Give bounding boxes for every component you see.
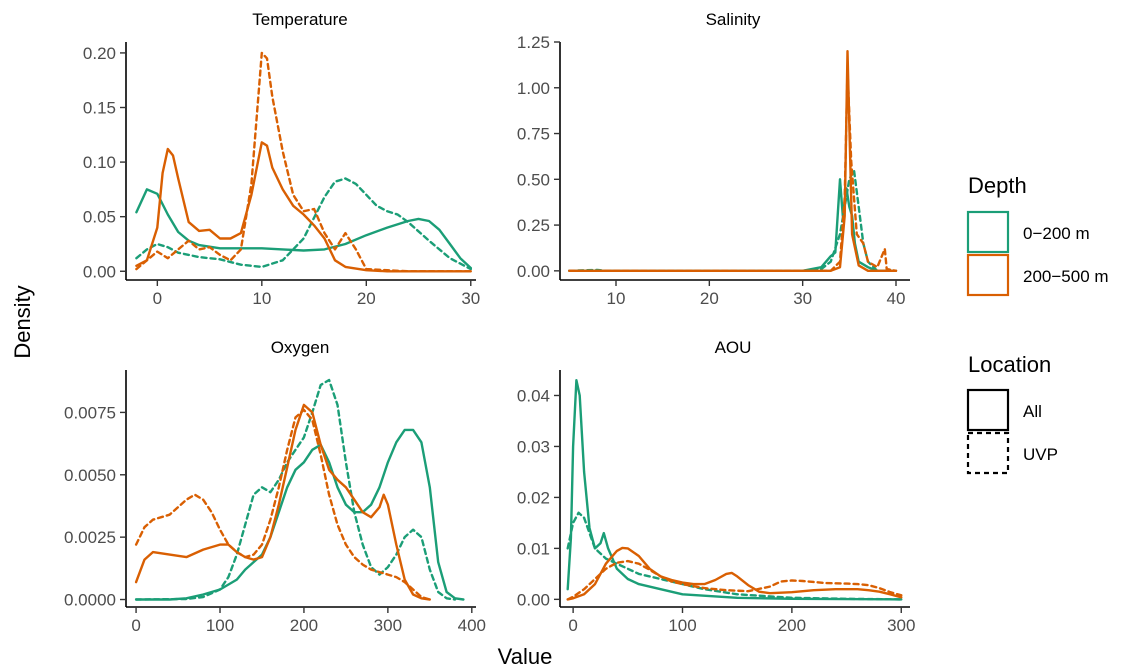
depth-legend-title: Depth xyxy=(968,173,1027,198)
series-line-aou-0-200-m-uvp xyxy=(566,511,903,601)
panel-aou: AOU 0 100 200 300 0.00 0.01 0.02 0.03 0.04 xyxy=(517,338,916,635)
series-line-oxygen-200-500-m-all xyxy=(134,403,431,601)
x-tick-label-salinity: 30 xyxy=(793,289,812,308)
location-legend: Location All UVP xyxy=(966,352,1058,475)
panel-salinity: Salinity 10 20 30 40 0.00 0.25 0.50 0.75 1.00 1.25 xyxy=(517,10,910,308)
x-tick-label-temperature: 30 xyxy=(461,289,480,308)
series-line-aou-200-500-m-uvp xyxy=(566,559,903,601)
x-tick-label-oxygen: 300 xyxy=(374,616,402,635)
y-tick-label-oxygen: 0.0000 xyxy=(64,591,116,610)
facet-panels: Temperature 0 10 20 30 0.00 0.05 0.10 0.15 0.20 Sa… xyxy=(64,10,915,635)
series-line-oxygen-0-200-m-uvp xyxy=(134,378,457,601)
y-tick-label-oxygen: 0.0025 xyxy=(64,528,116,547)
x-tick-label-temperature: 10 xyxy=(252,289,271,308)
y-tick-label-temperature: 0.00 xyxy=(83,262,116,281)
x-tick-label-aou: 100 xyxy=(668,616,696,635)
y-tick-label-temperature: 0.20 xyxy=(83,44,116,63)
y-tick-label-aou: 0.03 xyxy=(517,437,550,456)
y-tick-label-aou: 0.00 xyxy=(517,590,550,609)
x-tick-label-aou: 300 xyxy=(887,616,915,635)
series-line-temperature-0-200-m-all xyxy=(135,188,472,270)
x-tick-label-temperature: 20 xyxy=(357,289,376,308)
depth-legend-label-0-200: 0−200 m xyxy=(1023,224,1090,243)
y-tick-label-aou: 0.04 xyxy=(517,386,550,405)
panel-temperature: Temperature 0 10 20 30 0.00 0.05 0.10 0.15 0.20 xyxy=(83,10,480,308)
panel-title-salinity: Salinity xyxy=(706,10,761,29)
panel-title-temperature: Temperature xyxy=(252,10,347,29)
y-tick-label-temperature: 0.05 xyxy=(83,208,116,227)
x-tick-label-temperature: 0 xyxy=(153,289,162,308)
x-tick-label-oxygen: 400 xyxy=(458,616,486,635)
series-line-temperature-200-500-m-uvp xyxy=(135,51,472,273)
y-tick-label-oxygen: 0.0075 xyxy=(64,403,116,422)
x-tick-label-salinity: 40 xyxy=(887,289,906,308)
y-tick-label-aou: 0.01 xyxy=(517,539,550,558)
location-legend-label-uvp: UVP xyxy=(1023,445,1058,464)
y-tick-label-salinity: 0.75 xyxy=(517,125,550,144)
y-tick-label-temperature: 0.15 xyxy=(83,99,116,118)
depth-legend: Depth 0−200 m 200−500 m xyxy=(966,173,1109,297)
depth-legend-label-200-500: 200−500 m xyxy=(1023,267,1109,286)
x-axis-title: Value xyxy=(498,644,553,669)
series-line-oxygen-0-200-m-all xyxy=(134,428,465,601)
panel-title-oxygen: Oxygen xyxy=(271,338,330,357)
location-legend-title: Location xyxy=(968,352,1051,377)
y-tick-label-salinity: 0.00 xyxy=(517,262,550,281)
series-line-salinity-0-200-m-all xyxy=(568,178,898,272)
series-line-temperature-200-500-m-all xyxy=(135,141,472,273)
y-tick-label-oxygen: 0.0050 xyxy=(64,466,116,485)
x-tick-label-aou: 200 xyxy=(778,616,806,635)
series-line-aou-0-200-m-all xyxy=(566,379,903,601)
depth-legend-key-0-200 xyxy=(966,210,1010,254)
y-tick-label-salinity: 0.25 xyxy=(517,216,550,235)
location-legend-key-all xyxy=(966,388,1010,432)
location-legend-label-all: All xyxy=(1023,402,1042,421)
x-tick-label-oxygen: 100 xyxy=(206,616,234,635)
y-tick-label-salinity: 1.00 xyxy=(517,79,550,98)
series-line-salinity-200-500-m-uvp xyxy=(568,68,898,272)
y-axis-title: Density xyxy=(10,285,35,358)
y-tick-label-salinity: 1.25 xyxy=(517,33,550,52)
location-legend-key-uvp xyxy=(966,431,1010,475)
x-tick-label-oxygen: 200 xyxy=(290,616,318,635)
series-line-oxygen-200-500-m-uvp xyxy=(134,408,431,601)
series-line-temperature-0-200-m-uvp xyxy=(135,177,472,271)
x-tick-label-oxygen: 0 xyxy=(131,616,140,635)
x-tick-label-salinity: 20 xyxy=(700,289,719,308)
series-line-aou-200-500-m-all xyxy=(566,546,903,601)
panel-title-aou: AOU xyxy=(715,338,752,357)
y-tick-label-salinity: 0.50 xyxy=(517,170,550,189)
series-line-salinity-0-200-m-uvp xyxy=(568,169,898,272)
x-tick-label-salinity: 10 xyxy=(607,289,626,308)
x-tick-label-aou: 0 xyxy=(568,616,577,635)
depth-legend-key-200-500 xyxy=(966,253,1010,297)
panel-oxygen: Oxygen 0 100 200 300 400 0.0000 0.0025 0.0050 0.0… xyxy=(64,338,486,635)
y-tick-label-aou: 0.02 xyxy=(517,488,550,507)
y-tick-label-temperature: 0.10 xyxy=(83,153,116,172)
